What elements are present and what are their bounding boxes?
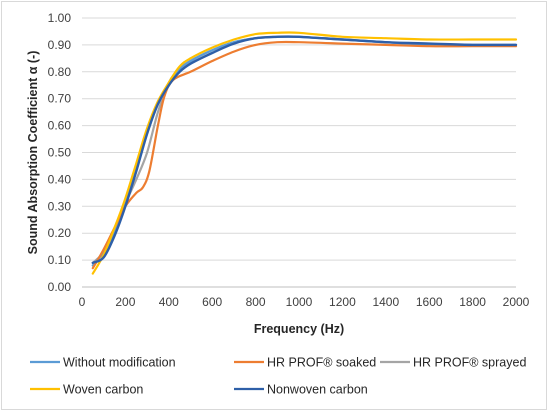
y-tick-label: 0.70 [48,92,72,106]
x-tick-label: 0 [79,295,86,309]
y-axis-label: Sound Absorption Coefficient α (-) [26,51,40,255]
legend-label-hr-prof-soaked: HR PROF® soaked [267,356,376,370]
x-tick-label: 1800 [459,295,486,309]
series-line-hr-prof-soaked [91,40,518,270]
x-tick-label: 1000 [286,295,313,309]
y-tick-label: 0.30 [48,199,72,213]
x-tick-label: 1400 [372,295,399,309]
grid-lines [82,17,516,261]
y-tick-label: 0.80 [48,65,72,79]
y-tick-label: 0.90 [48,38,72,52]
y-tick-label: 1.00 [48,11,72,25]
x-tick-label: 1200 [329,295,356,309]
series-line-woven-carbon [91,31,518,275]
x-tick-label: 2000 [503,295,530,309]
legend-label-hr-prof-sprayed: HR PROF® sprayed [413,356,526,370]
x-axis-label: Frequency (Hz) [254,322,344,336]
legend-label-woven-carbon: Woven carbon [63,383,143,397]
x-tick-label: 400 [159,295,179,309]
tick-labels: 0.00 0.10 0.20 0.30 0.40 0.50 0.60 0.70 0.80 0.90… [48,11,530,309]
x-tick-label: 1600 [416,295,443,309]
y-tick-label: 0.60 [48,119,72,133]
y-tick-label: 0.40 [48,172,72,186]
x-tick-label: 600 [202,295,222,309]
y-tick-label: 0.10 [48,253,72,267]
legend-label-without-modification: Without modification [63,356,176,370]
series-layer [91,31,518,275]
series-line-without-modification [91,35,518,267]
series-line-nonwoven-carbon [91,35,518,264]
x-tick-label: 800 [246,295,266,309]
series-line-hr-prof-sprayed [91,35,518,264]
y-tick-label: 0.20 [48,226,72,240]
y-tick-label: 0.50 [48,146,72,160]
x-tick-label: 200 [115,295,135,309]
y-tick-label: 0.00 [48,280,72,294]
legend-label-nonwoven-carbon: Nonwoven carbon [267,383,368,397]
legend: Without modification HR PROF® soaked HR PR… [30,356,526,397]
